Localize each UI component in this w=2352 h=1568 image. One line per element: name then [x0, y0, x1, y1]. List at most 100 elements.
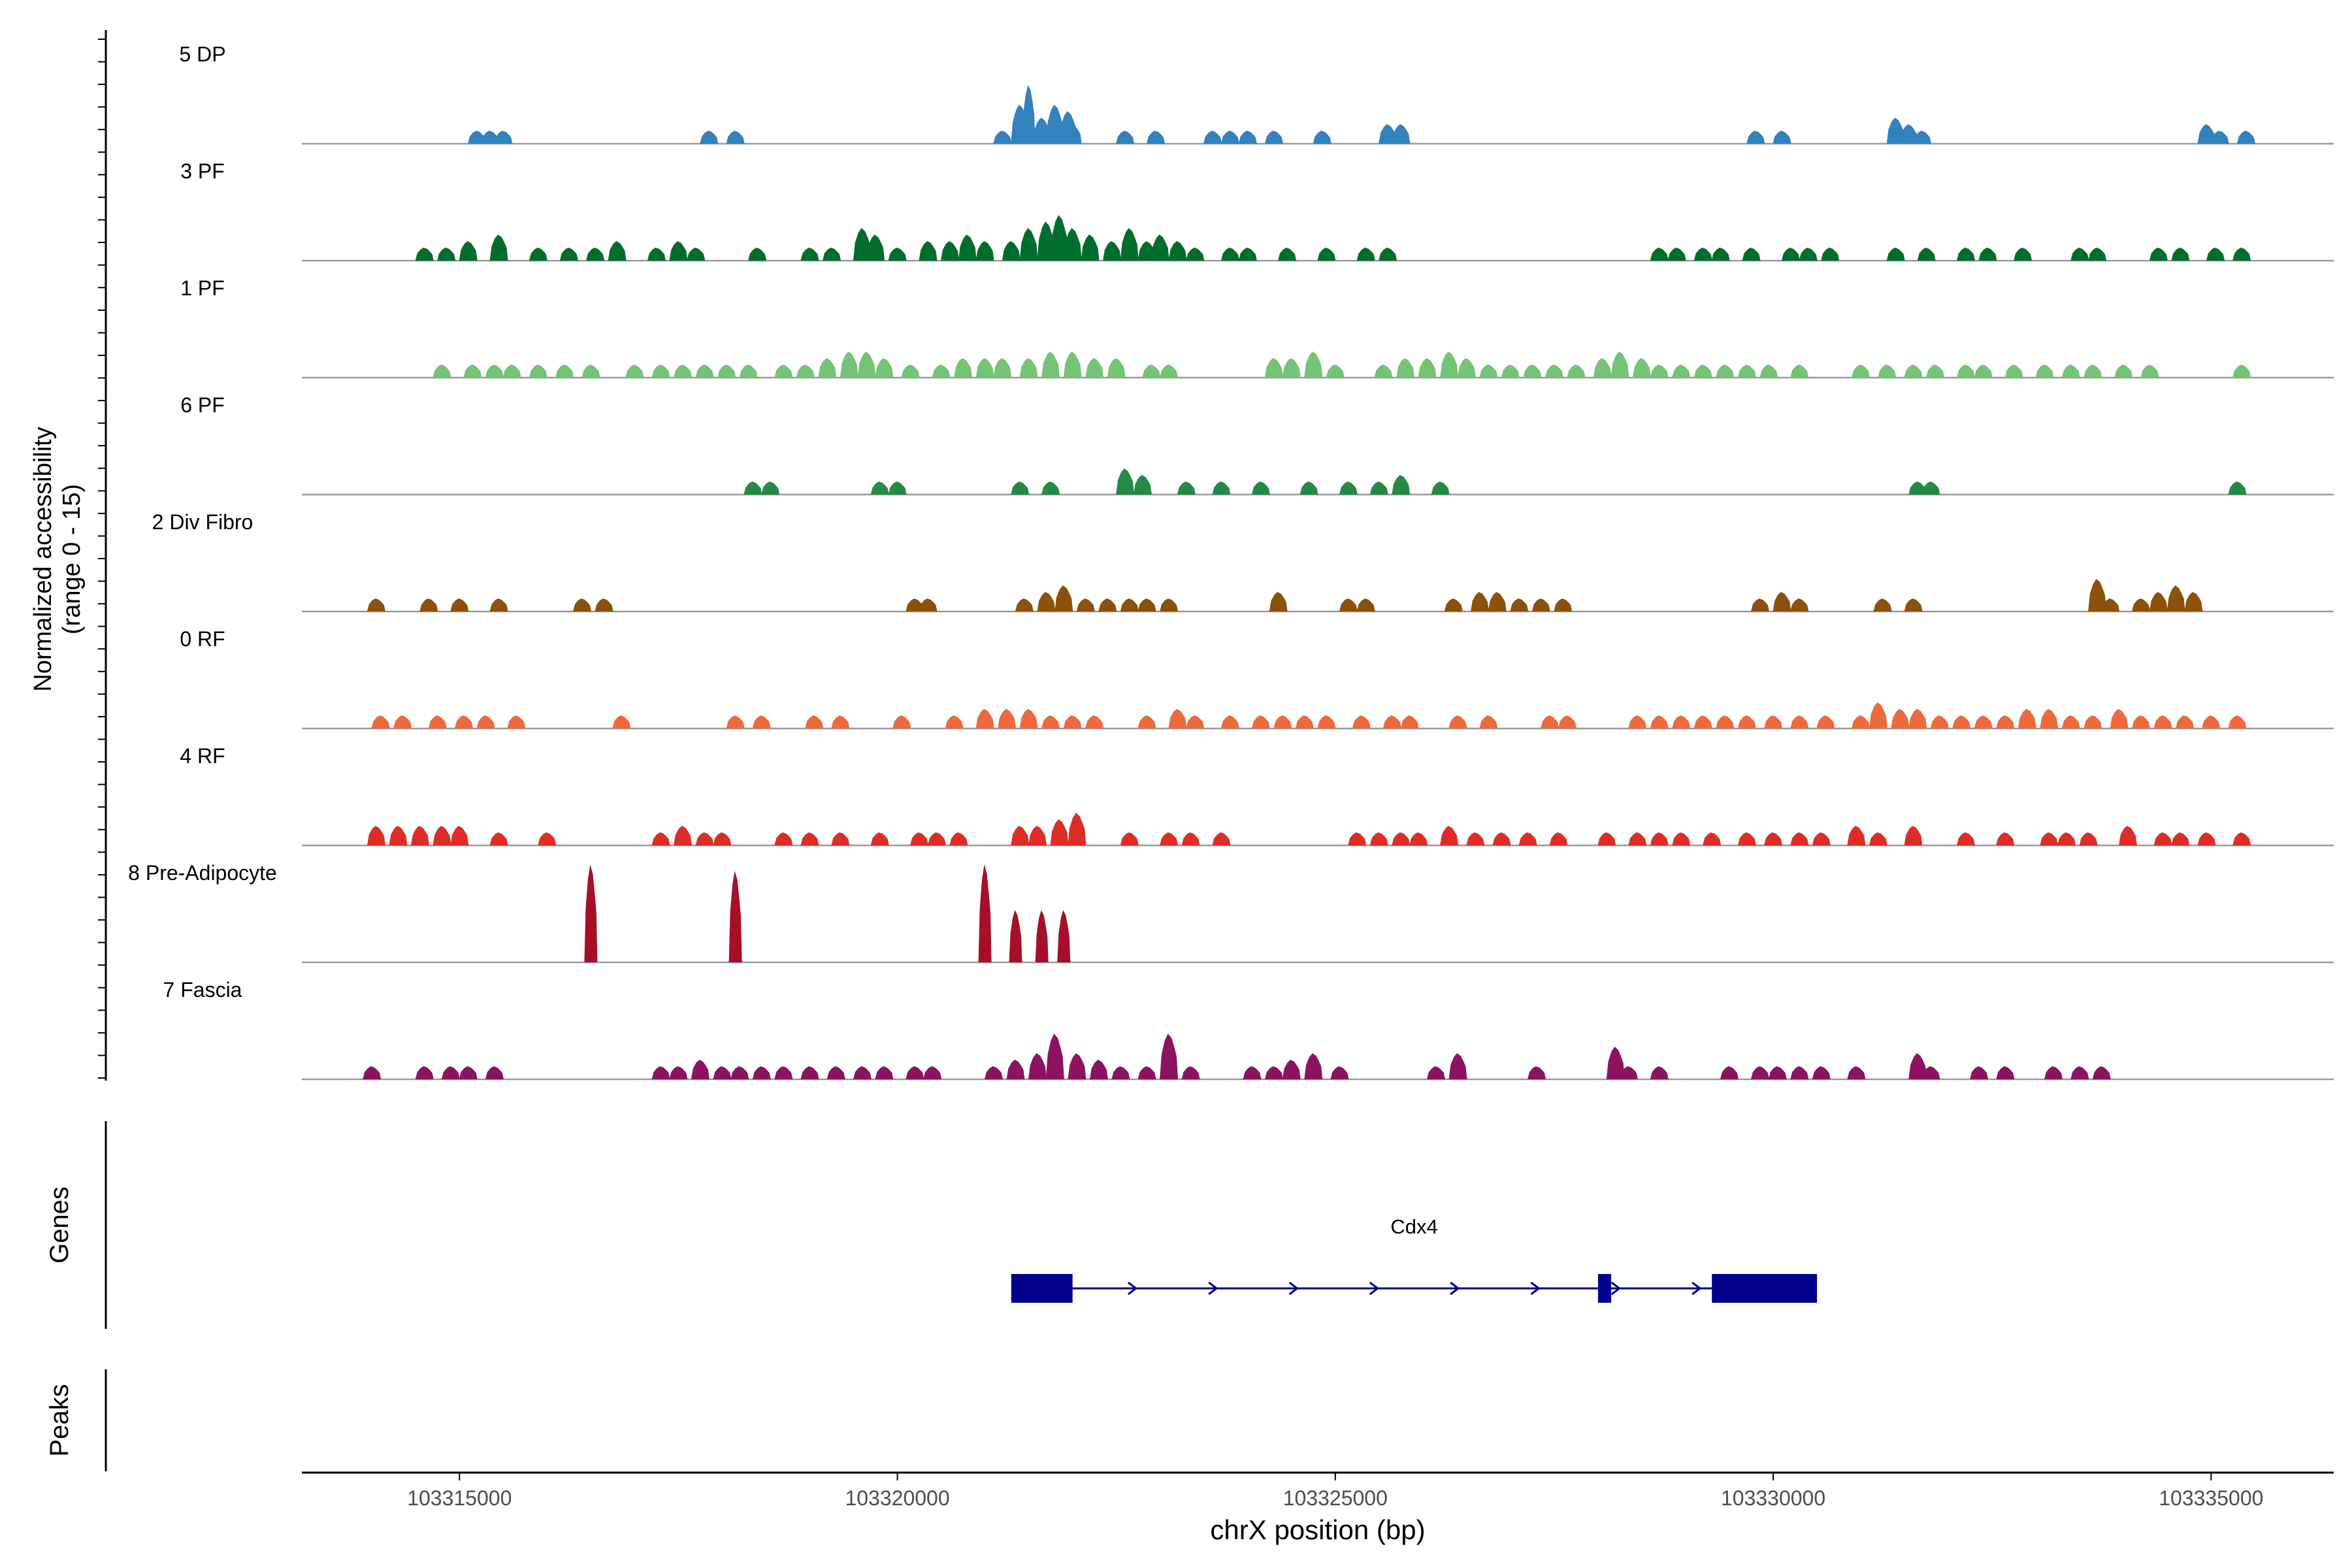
coverage-peak	[919, 598, 938, 612]
coverage-peak	[2184, 592, 2203, 612]
coverage-peak	[1567, 365, 1586, 378]
coverage-peak	[1348, 832, 1367, 845]
coverage-peak	[1672, 365, 1691, 378]
coverage-peak	[1022, 85, 1036, 144]
coverage-peak	[1356, 598, 1375, 612]
coverage-peak	[1369, 482, 1388, 495]
coverage-peak	[1917, 248, 1936, 261]
coverage-peak	[428, 715, 447, 728]
coverage-peak	[1212, 482, 1231, 495]
coverage-peak	[1160, 365, 1179, 378]
coverage-peak	[1737, 715, 1756, 728]
coverage-peak	[743, 482, 762, 495]
coverage-peak	[1409, 832, 1428, 845]
coverage-peak	[363, 1066, 382, 1079]
coverage-peak	[695, 832, 714, 845]
coverage-peak	[555, 365, 574, 378]
coverage-peak	[826, 1066, 845, 1079]
coverage-peak	[1063, 228, 1082, 261]
coverage-peak	[1667, 248, 1686, 261]
genomic-position-x-axis: 103315000 103320000 103325000 103330000 1033…	[302, 1471, 2334, 1545]
coverage-peak	[1593, 358, 1612, 378]
gene-model-cdx4	[1011, 1274, 1818, 1303]
coverage-peak	[1089, 1060, 1108, 1079]
coverage-peak	[2232, 365, 2251, 378]
coverage-peak	[1220, 131, 1239, 144]
gene-name-label: Cdx4	[1390, 1215, 1437, 1238]
coverage-peak	[2017, 709, 2036, 728]
coverage-peak	[1265, 1066, 1283, 1079]
coverage-peak	[1098, 598, 1117, 612]
coverage-peak	[1147, 131, 1165, 144]
coverage-peak	[1693, 715, 1712, 728]
coverage-peak	[1304, 351, 1323, 378]
coverage-peak	[2166, 585, 2185, 612]
coverage-peak	[1137, 715, 1156, 728]
coverage-peak	[1151, 235, 1169, 261]
coverage-peak	[1037, 592, 1056, 612]
coverage-peak	[2171, 248, 2190, 261]
coverage-peak	[1610, 351, 1629, 378]
coverage-peak	[1418, 358, 1437, 378]
coverage-peak	[1869, 832, 1887, 845]
coverage-peak	[1886, 118, 1905, 144]
coverage-peak	[1650, 832, 1669, 845]
coverage-peak	[2088, 579, 2107, 612]
coverage-peak	[730, 1066, 749, 1079]
coverage-peak	[1440, 351, 1459, 378]
coverage-peak	[1742, 248, 1761, 261]
coverage-peak	[1238, 248, 1257, 261]
coverage-track: 1 PF	[180, 276, 2334, 379]
coverage-peak	[726, 131, 745, 144]
coverage-peak	[625, 365, 644, 378]
coverage-peak	[2153, 832, 2172, 845]
coverage-peak	[993, 131, 1012, 144]
coverage-peak	[651, 832, 670, 845]
coverage-peak	[892, 715, 911, 728]
coverage-peak	[1282, 358, 1301, 378]
coverage-peak	[2228, 482, 2247, 495]
coverage-peak	[1650, 248, 1669, 261]
coverage-peak	[1799, 248, 1818, 261]
coverage-peak	[1011, 826, 1030, 845]
coverage-peak	[1703, 832, 1722, 845]
coverage-peak	[1054, 585, 1073, 612]
coverage-peak	[1790, 1066, 1809, 1079]
coverage-peak	[2206, 248, 2225, 261]
coverage-peak	[529, 365, 547, 378]
peaks-panel-label: Peaks	[45, 1384, 74, 1456]
coverage-peak	[888, 482, 907, 495]
genes-panel-label: Genes	[45, 1186, 74, 1264]
coverage-peak	[1711, 248, 1730, 261]
coverage-peak	[1243, 1066, 1262, 1079]
coverage-peak	[1037, 221, 1056, 261]
coverage-track: 0 RF	[180, 627, 2334, 730]
coverage-peak	[1299, 482, 1318, 495]
gene-exon	[1597, 1274, 1612, 1303]
track-label: 0 RF	[180, 627, 225, 651]
coverage-peak	[1479, 715, 1498, 728]
coverage-peak	[1978, 248, 1997, 261]
coverage-peak	[485, 1066, 504, 1079]
coverage-peak	[1116, 131, 1135, 144]
coverage-peak	[752, 1066, 771, 1079]
coverage-peak	[1400, 715, 1419, 728]
coverage-peak	[1181, 832, 1200, 845]
coverage-peak	[831, 715, 850, 728]
x-tick-label: 103330000	[1721, 1486, 1825, 1510]
coverage-peak	[1265, 131, 1283, 144]
coverage-peak	[1374, 365, 1393, 378]
coverage-peak	[1720, 1066, 1739, 1079]
coverage-peak	[1510, 598, 1529, 612]
coverage-peak	[1019, 709, 1038, 728]
coverage-peak	[2014, 248, 2033, 261]
coverage-peak	[2210, 131, 2229, 144]
coverage-peak	[1541, 715, 1560, 728]
coverage-peak	[1251, 715, 1270, 728]
coverage-peak	[2070, 1066, 2089, 1079]
coverage-peak	[581, 365, 600, 378]
coverage-peak	[695, 365, 714, 378]
coverage-peak	[1269, 592, 1288, 612]
coverage-peak	[2114, 365, 2133, 378]
coverage-peak	[1160, 598, 1179, 612]
